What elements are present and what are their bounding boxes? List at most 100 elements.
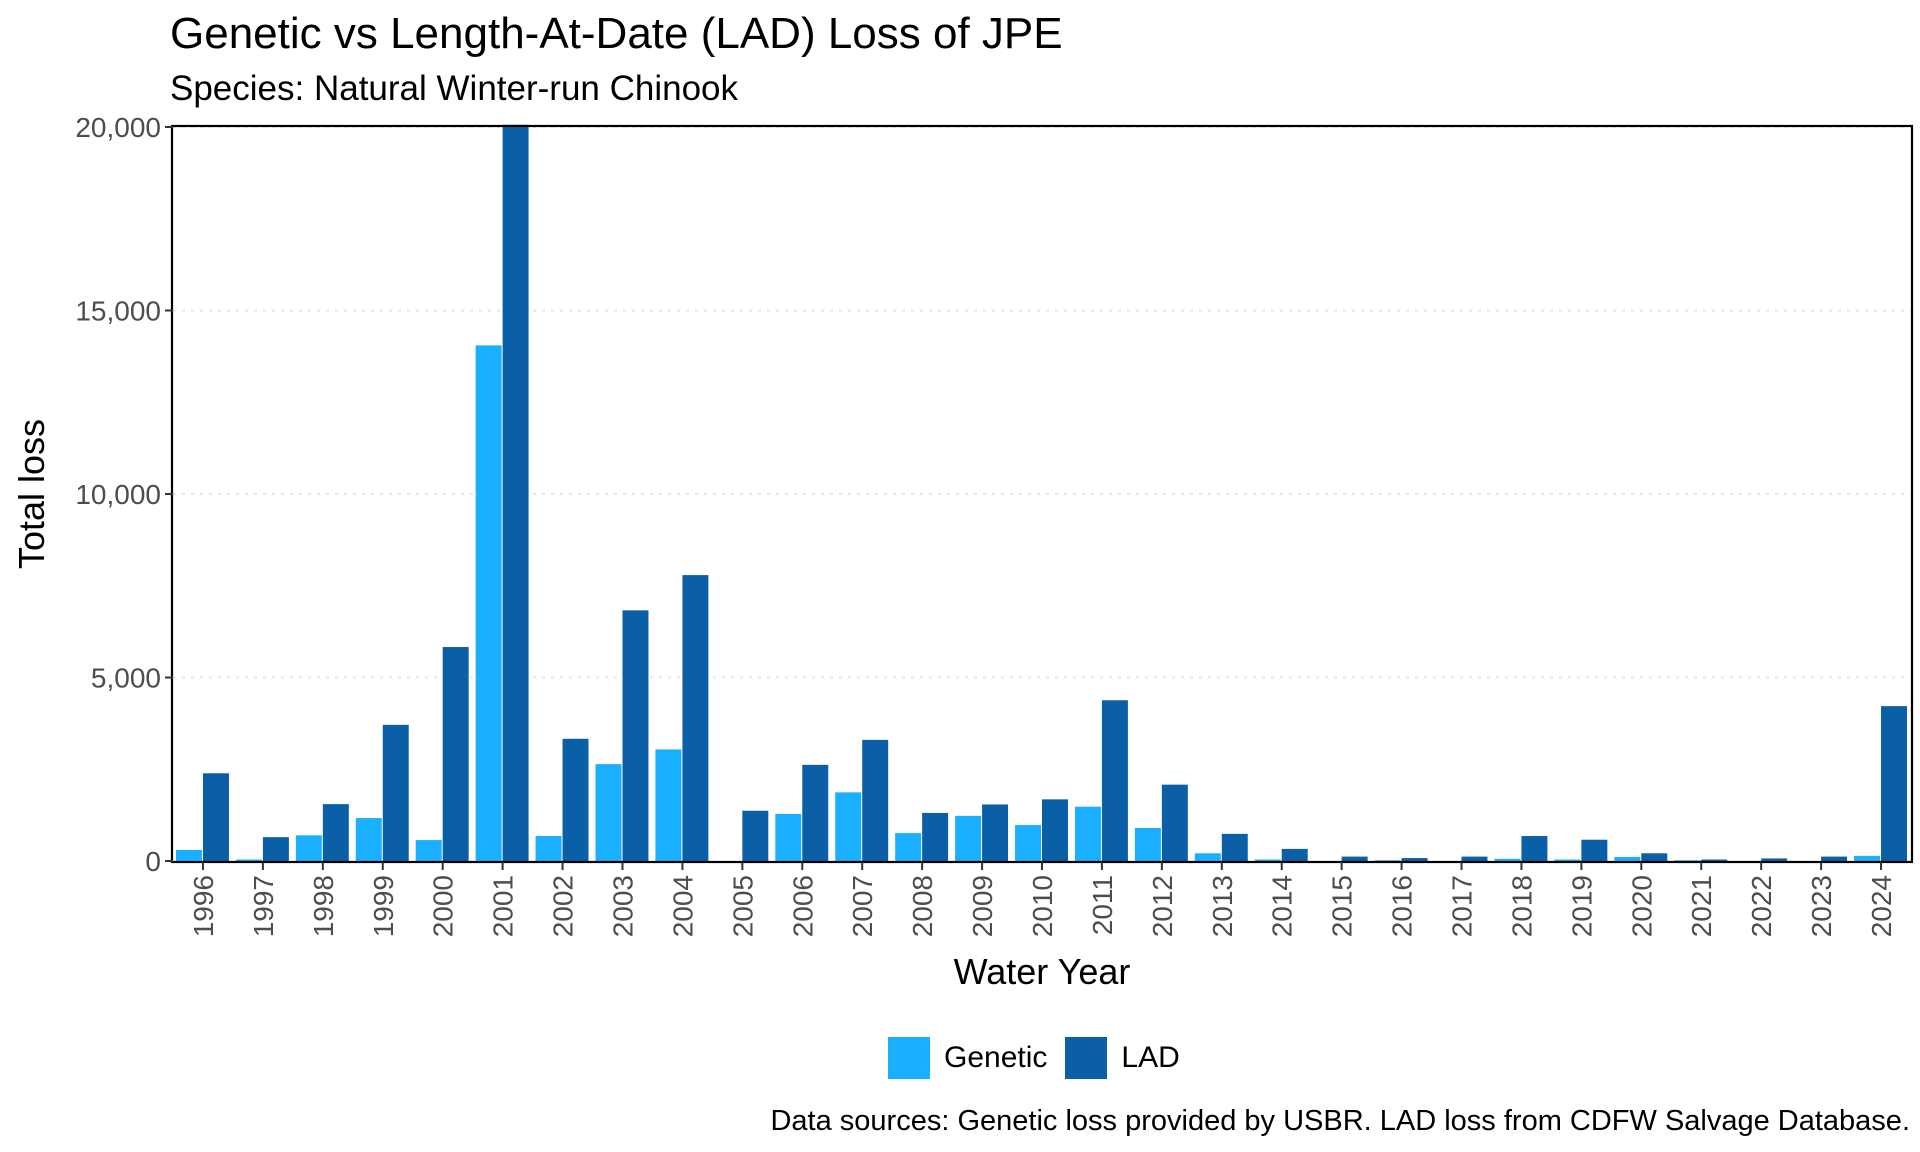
x-tick-label: 2023 — [1806, 875, 1837, 937]
y-tick-label: 20,000 — [75, 112, 161, 143]
x-tick-label: 2024 — [1866, 875, 1897, 937]
bar-lad-2021 — [1701, 859, 1728, 861]
bar-genetic-2018 — [1494, 858, 1521, 861]
bar-lad-2018 — [1521, 836, 1548, 861]
bar-genetic-1997 — [235, 859, 262, 861]
bar-lad-2023 — [1821, 856, 1848, 861]
bar-lad-1998 — [322, 804, 349, 861]
bar-genetic-1998 — [295, 835, 322, 861]
legend-label-genetic: Genetic — [944, 1041, 1048, 1074]
x-tick-label: 2003 — [607, 875, 638, 937]
chart-caption: Data sources: Genetic loss provided by U… — [770, 1105, 1910, 1137]
y-tick-label: 10,000 — [75, 479, 161, 510]
bar-lad-2017 — [1461, 856, 1488, 861]
bar-lad-2000 — [442, 647, 469, 861]
legend-label-lad: LAD — [1121, 1041, 1180, 1074]
bar-genetic-1999 — [355, 818, 382, 861]
x-tick-label: 1996 — [188, 875, 219, 937]
x-tick-label: 2015 — [1327, 875, 1358, 937]
bar-lad-1999 — [382, 724, 409, 861]
bar-lad-2013 — [1221, 833, 1248, 861]
x-tick-label: 2013 — [1207, 875, 1238, 937]
x-tick-label: 2002 — [548, 875, 579, 937]
x-tick-label: 2009 — [967, 875, 998, 937]
bar-lad-2024 — [1881, 706, 1908, 861]
bar-lad-2004 — [682, 575, 709, 861]
bar-lad-2008 — [922, 812, 949, 861]
x-tick-label: 2018 — [1506, 875, 1537, 937]
x-tick-label: 2000 — [428, 875, 459, 937]
bar-genetic-2006 — [775, 814, 802, 861]
bar-lad-2022 — [1761, 858, 1788, 861]
x-tick-label: 2020 — [1626, 875, 1657, 937]
x-tick-label: 2001 — [488, 875, 519, 937]
bar-genetic-2004 — [655, 749, 682, 861]
bar-lad-2006 — [802, 764, 829, 861]
x-axis-title: Water Year — [954, 951, 1131, 992]
x-tick-label: 2016 — [1387, 875, 1418, 937]
bar-lad-2015 — [1341, 856, 1368, 861]
y-tick-label: 5,000 — [91, 663, 161, 694]
bar-genetic-2011 — [1074, 806, 1101, 861]
bar-lad-1996 — [202, 773, 229, 861]
bar-genetic-2012 — [1134, 827, 1161, 861]
y-tick-label: 15,000 — [75, 296, 161, 327]
bar-genetic-2013 — [1194, 853, 1221, 861]
chart-title: Genetic vs Length-At-Date (LAD) Loss of … — [170, 9, 1063, 58]
bar-genetic-2009 — [955, 815, 982, 861]
y-tick-label: 0 — [145, 846, 161, 877]
bar-lad-2009 — [982, 804, 1009, 861]
x-tick-label: 2004 — [667, 875, 698, 937]
bar-lad-2012 — [1161, 784, 1188, 861]
bar-genetic-2000 — [415, 840, 442, 861]
bar-lad-2003 — [622, 610, 649, 861]
bar-genetic-2001 — [475, 345, 502, 861]
bar-genetic-2003 — [595, 764, 622, 861]
bar-lad-2005 — [742, 810, 769, 861]
legend-swatch-lad — [1065, 1037, 1108, 1079]
bar-lad-2014 — [1281, 848, 1308, 861]
x-tick-label: 2006 — [787, 875, 818, 937]
bar-lad-2007 — [862, 739, 889, 861]
legend-swatch-genetic — [888, 1037, 930, 1079]
bar-lad-2019 — [1581, 839, 1608, 861]
bar-genetic-2014 — [1254, 859, 1281, 861]
x-tick-label: 1998 — [308, 875, 339, 937]
x-tick-label: 2017 — [1447, 875, 1478, 937]
bar-genetic-1996 — [175, 849, 202, 861]
x-tick-label: 1997 — [248, 875, 279, 937]
x-tick-label: 2014 — [1267, 875, 1298, 937]
bar-lad-2010 — [1042, 799, 1068, 861]
bar-genetic-2007 — [835, 792, 862, 861]
legend: Genetic LAD — [888, 1037, 1198, 1079]
x-tick-label: 2011 — [1087, 875, 1118, 935]
x-tick-label: 2008 — [907, 875, 938, 937]
x-tick-label: 2007 — [847, 875, 878, 937]
bar-lad-1997 — [262, 837, 289, 861]
bar-genetic-2020 — [1614, 856, 1641, 861]
x-tick-label: 2005 — [727, 875, 758, 937]
bar-genetic-2019 — [1554, 859, 1581, 861]
bar-lad-2020 — [1641, 853, 1668, 861]
bar-genetic-2002 — [535, 836, 562, 861]
bar-lad-2002 — [562, 738, 589, 861]
bar-lad-2016 — [1401, 858, 1428, 861]
bar-genetic-2010 — [1015, 825, 1041, 861]
x-tick-label: 2012 — [1147, 875, 1178, 937]
y-axis-title: Total loss — [11, 419, 52, 569]
x-tick-label: 2022 — [1746, 875, 1777, 937]
x-tick-label: 2021 — [1686, 875, 1717, 937]
bar-genetic-2024 — [1854, 855, 1881, 861]
bar-lad-2001 — [502, 124, 529, 862]
legend-item-genetic: Genetic — [888, 1037, 1047, 1079]
x-tick-label: 1999 — [368, 875, 399, 937]
legend-item-lad: LAD — [1065, 1037, 1180, 1079]
chart-subtitle: Species: Natural Winter-run Chinook — [170, 69, 739, 108]
x-tick-label: 2019 — [1566, 875, 1597, 937]
bar-genetic-2008 — [895, 833, 922, 861]
x-tick-label: 2010 — [1027, 875, 1058, 937]
bar-genetic-2016 — [1374, 860, 1401, 861]
bar-lad-2011 — [1101, 700, 1128, 861]
bar-genetic-2021 — [1674, 860, 1701, 861]
